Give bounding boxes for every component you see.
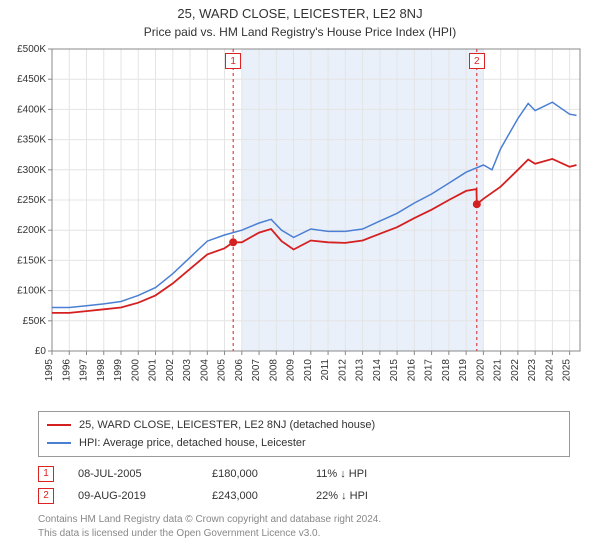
sale-row-1: 1 08-JUL-2005 £180,000 11% ↓ HPI	[38, 463, 570, 485]
sales-table: 1 08-JUL-2005 £180,000 11% ↓ HPI 2 09-AU…	[38, 463, 570, 507]
svg-text:£300K: £300K	[17, 165, 46, 176]
svg-text:1995: 1995	[44, 359, 55, 382]
svg-text:2013: 2013	[355, 359, 366, 382]
svg-text:2022: 2022	[510, 359, 521, 382]
marker-badge-2: 2	[469, 53, 485, 69]
marker-badge-1: 1	[225, 53, 241, 69]
svg-text:£200K: £200K	[17, 225, 46, 236]
svg-text:2000: 2000	[130, 359, 141, 382]
svg-text:2020: 2020	[475, 359, 486, 382]
svg-text:2010: 2010	[303, 359, 314, 382]
legend-paid: 25, WARD CLOSE, LEICESTER, LE2 8NJ (deta…	[47, 416, 561, 434]
page-title: 25, WARD CLOSE, LEICESTER, LE2 8NJ	[0, 6, 600, 21]
legend-swatch-hpi	[47, 442, 71, 444]
svg-text:2006: 2006	[234, 359, 245, 382]
page-subtitle: Price paid vs. HM Land Registry's House …	[0, 25, 600, 39]
sale-badge-2: 2	[38, 488, 54, 504]
legend-hpi: HPI: Average price, detached house, Leic…	[47, 434, 561, 452]
svg-text:£500K: £500K	[17, 45, 46, 55]
svg-text:£100K: £100K	[17, 286, 46, 297]
svg-text:£0: £0	[35, 346, 47, 357]
svg-text:£450K: £450K	[17, 74, 46, 85]
svg-text:2011: 2011	[320, 359, 331, 381]
svg-text:2007: 2007	[251, 359, 262, 382]
sale-badge-1: 1	[38, 466, 54, 482]
svg-text:2021: 2021	[493, 359, 504, 382]
sale-date-1: 08-JUL-2005	[78, 463, 188, 485]
svg-text:2019: 2019	[458, 359, 469, 382]
sale-diff-2: 22% ↓ HPI	[316, 485, 416, 507]
sale-date-2: 09-AUG-2019	[78, 485, 188, 507]
svg-text:2001: 2001	[148, 359, 159, 382]
svg-text:2016: 2016	[406, 359, 417, 382]
svg-text:£350K: £350K	[17, 135, 46, 146]
legend-label-paid: 25, WARD CLOSE, LEICESTER, LE2 8NJ (deta…	[79, 416, 375, 434]
svg-text:£250K: £250K	[17, 195, 46, 206]
sale-price-1: £180,000	[212, 463, 292, 485]
svg-text:1999: 1999	[113, 359, 124, 382]
svg-text:2003: 2003	[182, 359, 193, 382]
svg-text:2005: 2005	[217, 359, 228, 382]
svg-text:2017: 2017	[424, 359, 435, 382]
svg-text:2002: 2002	[165, 359, 176, 382]
svg-text:2004: 2004	[199, 359, 210, 382]
svg-text:2025: 2025	[562, 359, 573, 382]
footer: Contains HM Land Registry data © Crown c…	[38, 513, 570, 541]
svg-text:£50K: £50K	[23, 316, 47, 327]
svg-text:1996: 1996	[61, 359, 72, 382]
svg-text:2024: 2024	[544, 359, 555, 382]
svg-text:1997: 1997	[79, 359, 90, 382]
svg-text:2018: 2018	[441, 359, 452, 382]
legend-swatch-paid	[47, 424, 71, 426]
svg-text:2015: 2015	[389, 359, 400, 382]
footer-line-1: Contains HM Land Registry data © Crown c…	[38, 513, 570, 527]
sale-diff-1: 11% ↓ HPI	[316, 463, 416, 485]
legend: 25, WARD CLOSE, LEICESTER, LE2 8NJ (deta…	[38, 411, 570, 457]
svg-text:2008: 2008	[268, 359, 279, 382]
svg-text:£400K: £400K	[17, 104, 46, 115]
svg-text:2009: 2009	[286, 359, 297, 382]
svg-text:1998: 1998	[96, 359, 107, 382]
sale-row-2: 2 09-AUG-2019 £243,000 22% ↓ HPI	[38, 485, 570, 507]
price-chart: £0 £50K £100K £150K £200K £250K £300K £350K £400…	[10, 45, 590, 405]
footer-line-2: This data is licensed under the Open Gov…	[38, 527, 570, 541]
svg-text:£150K: £150K	[17, 255, 46, 266]
sale-price-2: £243,000	[212, 485, 292, 507]
legend-label-hpi: HPI: Average price, detached house, Leic…	[79, 434, 306, 452]
svg-text:2023: 2023	[527, 359, 538, 382]
svg-text:2014: 2014	[372, 359, 383, 382]
svg-text:2012: 2012	[337, 359, 348, 382]
